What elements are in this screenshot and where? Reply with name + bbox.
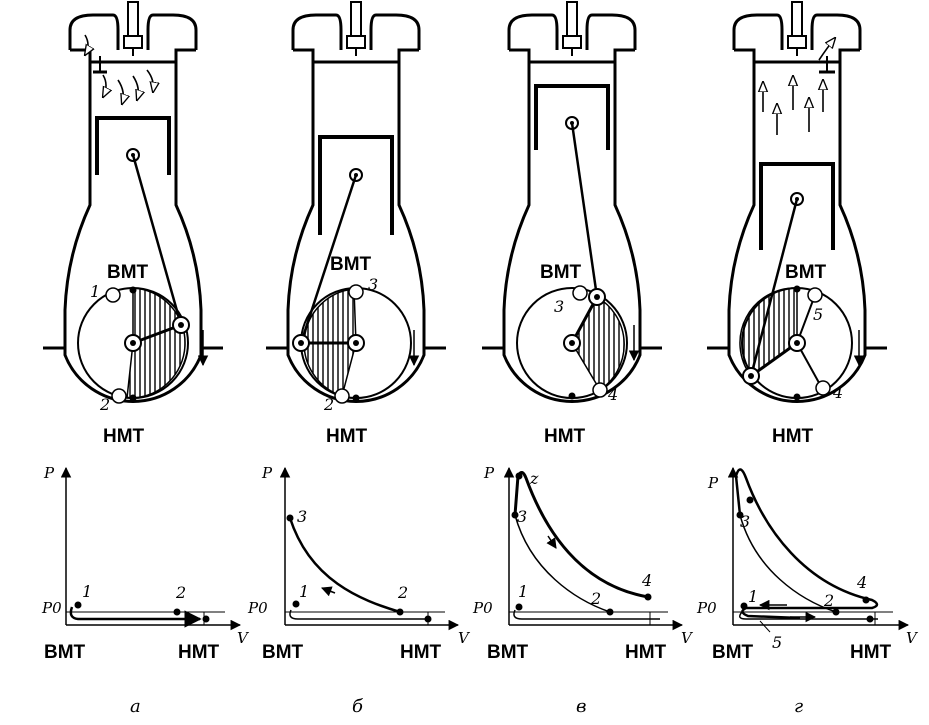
label-point-2: 2	[323, 395, 334, 414]
x-left-label: ВМТ	[712, 642, 754, 663]
caption-c: в	[576, 696, 586, 717]
expansion-curve	[513, 471, 649, 599]
caption-d: г	[794, 696, 803, 717]
engine-c: ВМТ НМТ 3 4	[480, 0, 664, 447]
engine-b: ВМТ НМТ 3 2	[264, 0, 448, 447]
intake-flow-arrows	[85, 34, 153, 104]
v-axis-label: V	[906, 629, 919, 647]
x-right-label: НМТ	[178, 642, 220, 663]
label-vmt: ВМТ	[540, 262, 582, 283]
compression-curve	[288, 517, 401, 614]
point-3-label: 3	[297, 507, 307, 526]
point-1-label: 1	[299, 582, 309, 601]
label-vmt: ВМТ	[107, 262, 149, 283]
point-3-label: 3	[517, 507, 527, 526]
x-right-label: НМТ	[400, 642, 442, 663]
point-1-label: 1	[82, 582, 92, 601]
caption-a: а	[130, 696, 141, 717]
point-2-label: 2	[397, 583, 408, 602]
pv-diagram-c: P V P0 ВМТ НМТ z 3 1 2 4	[472, 464, 694, 663]
point-2-label: 2	[590, 589, 601, 608]
p0-label: P0	[41, 599, 62, 617]
engine-d: ВМТ НМТ 5 4	[705, 0, 889, 447]
p0-label: P0	[696, 599, 717, 617]
label-point-5: 5	[813, 305, 823, 324]
point-4-label: 4	[641, 571, 652, 590]
piston	[759, 162, 835, 250]
connecting-rod	[299, 174, 358, 344]
p-axis-label: P	[707, 474, 719, 492]
caption-b: б	[352, 696, 364, 717]
x-right-label: НМТ	[850, 642, 892, 663]
point-3	[348, 284, 364, 300]
point-1-label: 1	[518, 582, 528, 601]
point-3-label: 3	[740, 512, 750, 531]
x-left-label: ВМТ	[487, 642, 529, 663]
label-point-4: 4	[607, 385, 618, 404]
pv-diagram-d: P V P0 ВМТ НМТ 3 1 2 4 5	[696, 466, 919, 663]
exhaust-loop	[734, 468, 879, 620]
point-4	[592, 382, 608, 398]
intake-line	[69, 606, 202, 628]
label-nmt: НМТ	[326, 426, 368, 447]
label-nmt: НМТ	[103, 426, 145, 447]
point-1-label: 1	[748, 587, 758, 606]
v-axis-label: V	[681, 629, 694, 647]
x-left-label: ВМТ	[262, 642, 304, 663]
label-vmt: ВМТ	[785, 262, 827, 283]
point-2-label: 2	[175, 583, 186, 602]
label-nmt: НМТ	[772, 426, 814, 447]
p0-label: P0	[472, 599, 493, 617]
hatched-sector	[126, 287, 186, 399]
engine-a: ВМТ НМТ 1 2	[41, 0, 225, 447]
piston	[534, 84, 610, 150]
label-point-3: 3	[368, 275, 378, 294]
point-1	[105, 287, 121, 303]
p-axis-label: P	[483, 464, 495, 482]
point-z-label: z	[529, 469, 539, 488]
p-axis-label: P	[43, 464, 55, 482]
label-point-2: 2	[99, 395, 110, 414]
x-right-label: НМТ	[625, 642, 667, 663]
v-axis-label: V	[458, 629, 471, 647]
crank-arm	[750, 341, 798, 378]
connecting-rod	[131, 154, 183, 326]
point-2	[111, 388, 127, 404]
hatched-sector	[739, 287, 798, 378]
pv-diagram-b: P V P0 ВМТ НМТ 3 1 2	[247, 464, 471, 663]
connecting-rod	[570, 122, 599, 298]
point-4	[815, 380, 831, 396]
piston	[318, 135, 394, 235]
connecting-rod	[749, 198, 799, 377]
piston	[95, 116, 171, 175]
exhaust-flow-arrows	[763, 38, 835, 135]
point-4-label: 4	[856, 573, 867, 592]
p-axis-label: P	[261, 464, 273, 482]
label-point-3: 3	[554, 297, 564, 316]
pv-diagram-a: P V P0 ВМТ НМТ 1 2	[41, 464, 250, 663]
point-3	[572, 285, 588, 301]
point-5-label: 5	[772, 633, 782, 652]
v-axis-label: V	[237, 629, 250, 647]
label-nmt: НМТ	[544, 426, 586, 447]
point-2	[334, 388, 350, 404]
point-5	[807, 287, 823, 303]
x-left-label: ВМТ	[44, 642, 86, 663]
label-vmt: ВМТ	[330, 254, 372, 275]
label-point-4: 4	[832, 383, 843, 402]
point-2-label: 2	[823, 591, 834, 610]
label-point-1: 1	[90, 282, 100, 301]
p0-label: P0	[247, 599, 268, 617]
